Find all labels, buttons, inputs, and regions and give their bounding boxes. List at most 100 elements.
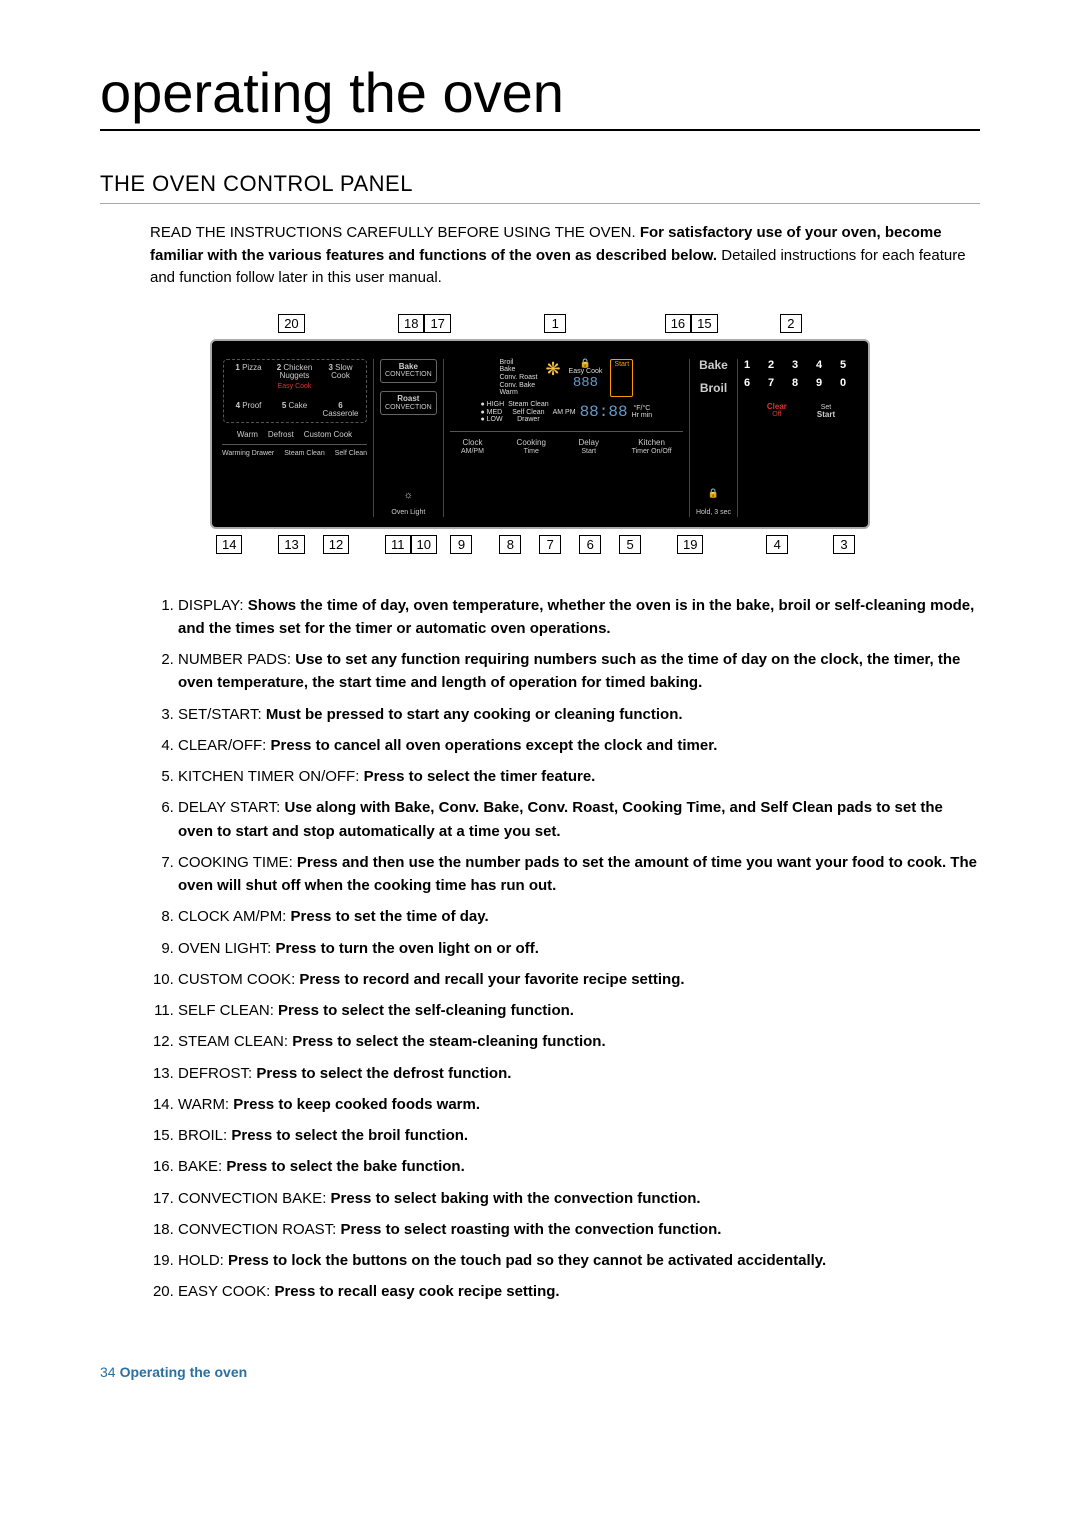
intro-text: READ THE INSTRUCTIONS CAREFULLY BEFORE U… [150, 222, 980, 290]
lcd-modes2: Steam CleanSelf CleanDrawer [508, 401, 548, 424]
callout: 4 [766, 535, 788, 554]
callout: 3 [833, 535, 855, 554]
keypad-column: 12345 67890 ClearOff SetStart [744, 359, 858, 517]
bake-button: Bake [699, 359, 728, 372]
list-item: HOLD: Press to lock the buttons on the t… [178, 1249, 980, 1272]
lcd-start: Start [610, 359, 633, 397]
callout: 18 [398, 314, 424, 333]
warming-drawer-button: Warming Drawer [222, 450, 274, 458]
page-title: operating the oven [100, 60, 980, 131]
lock-icon [580, 359, 591, 369]
number-keypad: 12345 67890 [744, 359, 858, 391]
callout: 15 [691, 314, 717, 333]
bake-broil-column: Bake Broil Hold, 3 sec [696, 359, 731, 517]
description-list: DISPLAY: Shows the time of day, oven tem… [150, 594, 980, 1304]
list-item: STEAM CLEAN: Press to select the steam-c… [178, 1030, 980, 1053]
convection-column: BakeCONVECTION RoastCONVECTION Oven Ligh… [380, 359, 437, 517]
lcd-time: 88:88 [580, 403, 628, 421]
list-item: DISPLAY: Shows the time of day, oven tem… [178, 594, 980, 641]
list-item: DELAY START: Use along with Bake, Conv. … [178, 796, 980, 843]
callout: 5 [619, 535, 641, 554]
callout: 13 [278, 535, 304, 554]
divider [737, 359, 738, 517]
callout: 10 [411, 535, 437, 554]
lcd-modes: BroilBake Conv. RoastConv. Bake Warm [499, 359, 537, 397]
list-item: OVEN LIGHT: Press to turn the oven light… [178, 937, 980, 960]
easy-cook-label: Easy Cook [228, 383, 362, 399]
easy-cook-item: 1 Pizza [228, 364, 270, 380]
delay-start-button: DelayStart [579, 439, 599, 455]
defrost-button: Defrost [268, 431, 294, 440]
list-item: COOKING TIME: Press and then use the num… [178, 851, 980, 898]
clear-off-button: ClearOff [767, 403, 787, 421]
clock-button: ClockAM/PM [461, 439, 484, 455]
easy-cook-item: 3 Slow Cook [320, 364, 362, 380]
callout: 11 [385, 535, 411, 554]
lcd-center: Easy Cook 888 [569, 359, 603, 397]
intro-plain: READ THE INSTRUCTIONS CAREFULLY BEFORE U… [150, 224, 640, 241]
list-item: DEFROST: Press to select the defrost fun… [178, 1062, 980, 1085]
callout: 16 [665, 314, 691, 333]
callout: 2 [780, 314, 802, 333]
control-panel-figure: 20 18 17 1 16 15 2 1 Pizza 2 Chicken Nug… [210, 314, 870, 554]
callout: 7 [539, 535, 561, 554]
easy-cook-item: 6 Casserole [320, 402, 362, 418]
list-item: WARM: Press to keep cooked foods warm. [178, 1093, 980, 1116]
oven-light-button: Oven Light [391, 509, 425, 517]
list-item: CLEAR/OFF: Press to cancel all oven oper… [178, 734, 980, 757]
easy-cook-item: 5 Cake [274, 402, 316, 418]
oven-light-icon [404, 490, 413, 501]
list-item: BROIL: Press to select the broil functio… [178, 1124, 980, 1147]
easy-cook-item: 4 Proof [228, 402, 270, 418]
lock-icon [708, 488, 719, 499]
callout: 1 [544, 314, 566, 333]
divider [222, 444, 367, 445]
warm-button: Warm [237, 431, 258, 440]
list-item: NUMBER PADS: Use to set any function req… [178, 648, 980, 695]
callout: 8 [499, 535, 521, 554]
list-item: SET/START: Must be pressed to start any … [178, 703, 980, 726]
list-item: BAKE: Press to select the bake function. [178, 1155, 980, 1178]
conv-bake-button: BakeCONVECTION [380, 359, 437, 383]
section-title: THE OVEN CONTROL PANEL [100, 171, 980, 204]
divider [373, 359, 374, 517]
divider [689, 359, 690, 517]
row4: Warming Drawer Steam Clean Self Clean [222, 450, 367, 458]
conv-roast-button: RoastCONVECTION [380, 391, 437, 415]
footer-text: Operating the oven [120, 1364, 248, 1380]
list-item: KITCHEN TIMER ON/OFF: Press to select th… [178, 765, 980, 788]
callout: 17 [424, 314, 450, 333]
page-footer: 34Operating the oven [100, 1364, 980, 1380]
list-item: EASY COOK: Press to recall easy cook rec… [178, 1280, 980, 1303]
kitchen-timer-button: KitchenTimer On/Off [632, 439, 672, 455]
callout: 12 [323, 535, 349, 554]
easy-cook-column: 1 Pizza 2 Chicken Nuggets 3 Slow Cook Ea… [222, 359, 367, 517]
easy-cook-grid: 1 Pizza 2 Chicken Nuggets 3 Slow Cook Ea… [223, 359, 367, 423]
callout: 6 [579, 535, 601, 554]
control-panel: 1 Pizza 2 Chicken Nuggets 3 Slow Cook Ea… [210, 339, 870, 529]
callout: 19 [677, 535, 703, 554]
set-start-button: SetStart [817, 403, 835, 421]
lcd-column: BroilBake Conv. RoastConv. Bake Warm ❋ E… [450, 359, 683, 517]
fan-icon: ❋ [545, 359, 560, 397]
callout: 20 [278, 314, 304, 333]
divider [443, 359, 444, 517]
callout: 9 [450, 535, 472, 554]
list-item: CLOCK AM/PM: Press to set the time of da… [178, 905, 980, 928]
list-item: CONVECTION BAKE: Press to select baking … [178, 1187, 980, 1210]
broil-button: Broil [700, 382, 727, 395]
lcd-levels: ● HIGH ● MED ● LOW [480, 401, 504, 424]
page-number: 34 [100, 1364, 116, 1380]
list-item: CUSTOM COOK: Press to record and recall … [178, 968, 980, 991]
steam-clean-button: Steam Clean [284, 450, 324, 458]
callout: 14 [216, 535, 242, 554]
callouts-bottom: 14 13 12 11 10 9 8 7 6 5 19 4 3 [210, 535, 870, 554]
custom-cook-button: Custom Cook [304, 431, 352, 440]
list-item: SELF CLEAN: Press to select the self-cle… [178, 999, 980, 1022]
mid-button-row: ClockAM/PM CookingTime DelayStart Kitche… [450, 439, 683, 455]
hold-button: Hold, 3 sec [696, 509, 731, 517]
list-item: CONVECTION ROAST: Press to select roasti… [178, 1218, 980, 1241]
divider [450, 431, 683, 432]
callouts-top: 20 18 17 1 16 15 2 [210, 314, 870, 333]
easy-cook-item: 2 Chicken Nuggets [274, 364, 316, 380]
